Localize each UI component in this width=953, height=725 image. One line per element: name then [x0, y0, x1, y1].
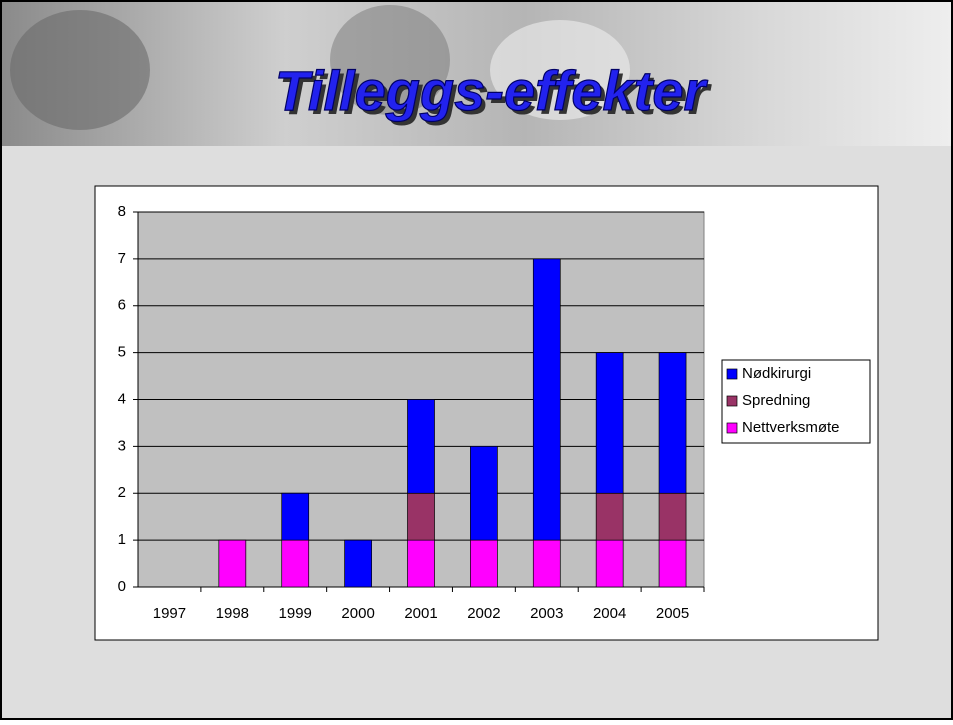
- x-tick-label: 1999: [279, 605, 312, 622]
- y-tick-label: 0: [118, 578, 126, 595]
- legend-swatch: [727, 369, 737, 379]
- bar-segment: [219, 540, 246, 587]
- x-tick-label: 2003: [530, 605, 563, 622]
- y-tick-label: 3: [118, 437, 126, 454]
- bar-segment: [408, 493, 435, 540]
- bar-segment: [659, 540, 686, 587]
- bar-segment: [596, 493, 623, 540]
- page: Tilleggs-effekter Tilleggs-effekter 0123…: [0, 0, 953, 725]
- x-tick-label: 2001: [404, 605, 437, 622]
- bar-segment: [596, 353, 623, 494]
- y-tick-label: 4: [118, 390, 126, 407]
- legend-label: Spredning: [742, 392, 810, 409]
- bar-segment: [659, 353, 686, 494]
- bar-segment: [282, 493, 309, 540]
- bar-segment: [533, 259, 560, 540]
- legend-swatch: [727, 396, 737, 406]
- bar-segment: [533, 540, 560, 587]
- bar-segment: [659, 493, 686, 540]
- bar-segment: [470, 540, 497, 587]
- legend-swatch: [727, 423, 737, 433]
- y-tick-label: 6: [118, 297, 126, 314]
- y-tick-label: 1: [118, 531, 126, 548]
- y-tick-label: 8: [118, 203, 126, 220]
- bar-segment: [408, 540, 435, 587]
- x-tick-label: 2002: [467, 605, 500, 622]
- x-tick-label: 2005: [656, 605, 689, 622]
- x-tick-label: 1998: [216, 605, 249, 622]
- bar-segment: [596, 540, 623, 587]
- x-tick-label: 1997: [153, 605, 186, 622]
- bar-segment: [470, 446, 497, 540]
- bar-segment: [345, 540, 372, 587]
- legend-label: Nødkirurgi: [742, 365, 811, 382]
- bar-segment: [282, 540, 309, 587]
- chart-title: Tilleggs-effekter: [275, 59, 709, 122]
- y-tick-label: 2: [118, 484, 126, 501]
- slide: Tilleggs-effekter Tilleggs-effekter 0123…: [0, 0, 953, 720]
- legend-label: Nettverksmøte: [742, 419, 840, 436]
- x-tick-label: 2004: [593, 605, 626, 622]
- bar-segment: [408, 400, 435, 494]
- y-tick-label: 5: [118, 344, 126, 361]
- photo-shape: [10, 10, 150, 130]
- x-tick-label: 2000: [341, 605, 374, 622]
- y-tick-label: 7: [118, 250, 126, 267]
